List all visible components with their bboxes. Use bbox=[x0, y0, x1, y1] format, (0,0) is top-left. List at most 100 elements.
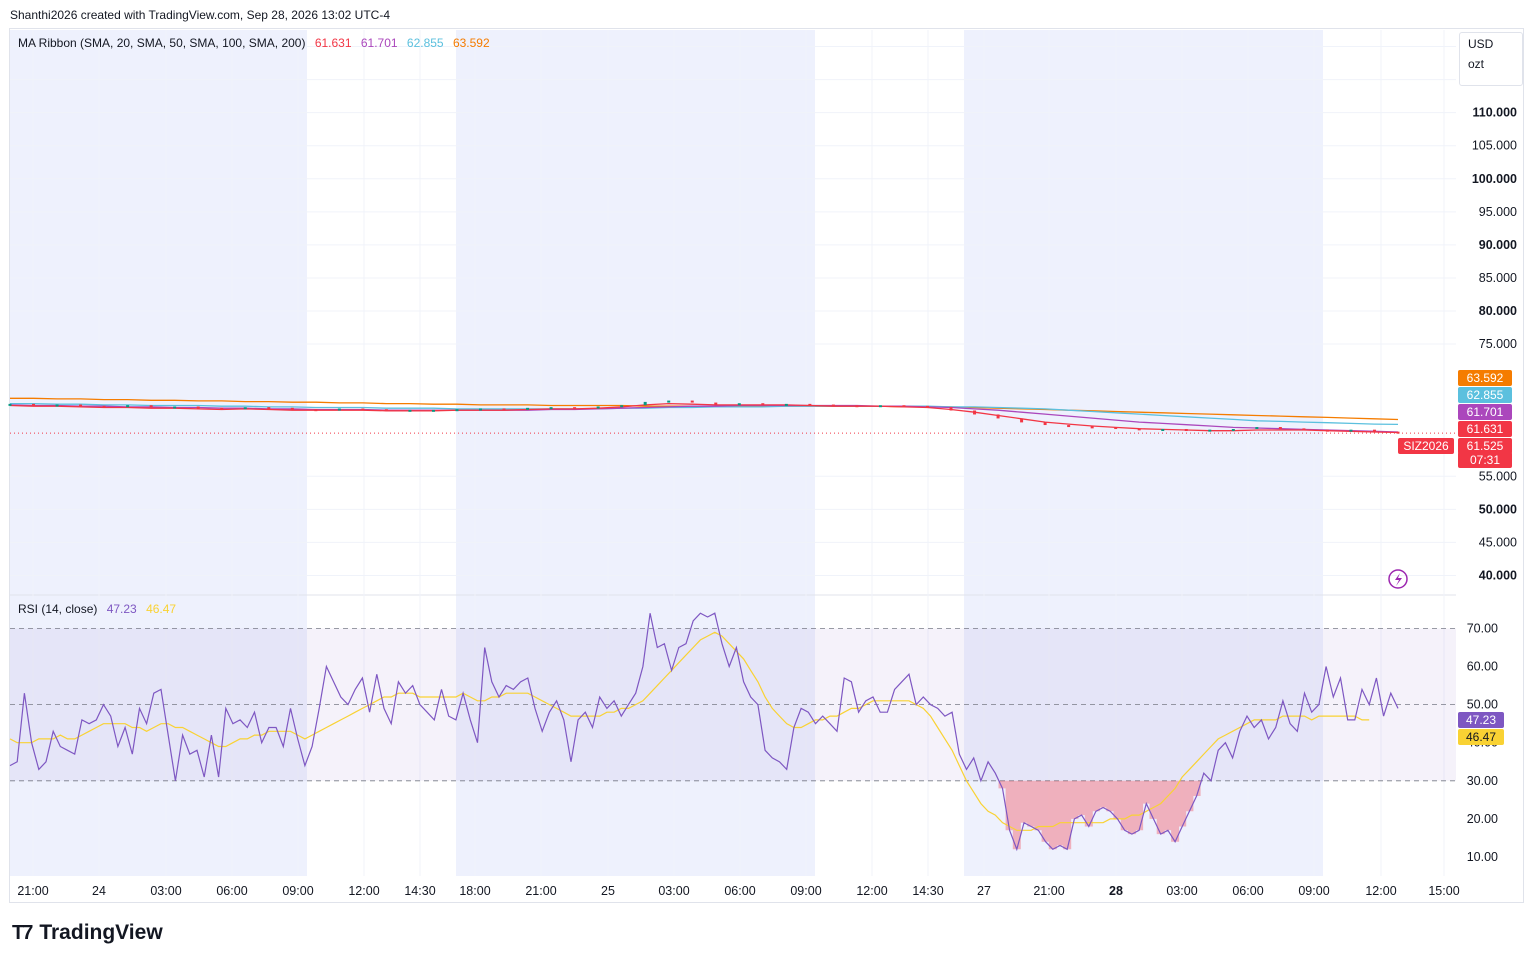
axes: 120.000115.000110.000105.000100.00095.00… bbox=[17, 40, 1517, 898]
last-price-badge-text: 61.525 bbox=[1467, 439, 1504, 453]
price-tick-label: 105.000 bbox=[1472, 139, 1517, 153]
price-tick-label: 80.000 bbox=[1479, 304, 1517, 318]
time-tick-label: 06:00 bbox=[1232, 884, 1263, 898]
rsi-tick-label: 60.00 bbox=[1467, 660, 1498, 674]
price-candle bbox=[196, 406, 200, 409]
price-badge-1-text: 62.855 bbox=[1467, 388, 1504, 402]
price-candle bbox=[1020, 418, 1024, 423]
time-tick-label: 09:00 bbox=[282, 884, 313, 898]
symbol-badge-bg bbox=[1398, 438, 1454, 454]
price-candle bbox=[455, 409, 459, 412]
price-candle bbox=[643, 401, 647, 406]
price-candle bbox=[267, 407, 271, 410]
ma-ribbon-legend[interactable]: MA Ribbon (SMA, 20, SMA, 50, SMA, 100, S… bbox=[18, 36, 496, 50]
price-candle bbox=[384, 409, 388, 412]
grid-lines bbox=[10, 30, 1456, 876]
currency-label: USD bbox=[1468, 37, 1494, 51]
price-candle bbox=[1137, 428, 1141, 431]
alert-icon-circle bbox=[1388, 569, 1408, 589]
price-candle bbox=[290, 407, 294, 410]
time-tick-label: 28 bbox=[1109, 884, 1123, 898]
price-badge-1-bg bbox=[1458, 387, 1512, 403]
tradingview-logo[interactable]: T7 TradingView bbox=[12, 921, 163, 945]
time-tick-label: 14:30 bbox=[404, 884, 435, 898]
price-candle bbox=[173, 406, 177, 409]
session-band bbox=[964, 30, 1323, 876]
price-badge-0-bg bbox=[1458, 370, 1512, 386]
time-tick-label: 09:00 bbox=[790, 884, 821, 898]
session-shading bbox=[10, 30, 1456, 876]
price-candle bbox=[1067, 425, 1071, 428]
time-tick-label: 15:00 bbox=[1428, 884, 1459, 898]
price-candle bbox=[831, 404, 835, 407]
price-badge-3: 61.631 bbox=[1458, 421, 1512, 437]
symbol-badge-text: SIZ2026 bbox=[1403, 439, 1449, 453]
price-candle bbox=[361, 408, 365, 411]
chart-header: Shanthi2026 created with TradingView.com… bbox=[10, 8, 391, 22]
price-candle bbox=[996, 414, 1000, 419]
price-candle bbox=[1114, 427, 1118, 430]
ma-line-sma20 bbox=[9, 402, 1399, 434]
price-tick-label: 100.000 bbox=[1472, 172, 1517, 186]
price-candle bbox=[549, 407, 553, 410]
rsi-badge-text: 47.23 bbox=[1466, 713, 1496, 727]
price-candle bbox=[1372, 429, 1376, 432]
rsi-tick-label: 10.00 bbox=[1467, 850, 1498, 864]
time-tick-label: 14:30 bbox=[912, 884, 943, 898]
last-price-badge: 61.525 bbox=[1458, 438, 1512, 454]
currency-unit-selector[interactable]: USD ozt bbox=[1459, 32, 1523, 86]
time-tick-label: 03:00 bbox=[658, 884, 689, 898]
price-candle bbox=[79, 404, 83, 407]
price-candle bbox=[1255, 427, 1259, 430]
price-candle bbox=[408, 409, 412, 412]
rsi-ma-badge: 46.47 bbox=[1458, 729, 1504, 745]
price-candle bbox=[573, 407, 577, 410]
price-tick-label: 55.000 bbox=[1479, 469, 1517, 483]
price-candle bbox=[878, 405, 882, 408]
price-candle bbox=[784, 403, 788, 406]
price-candle bbox=[690, 400, 694, 403]
rsi-legend[interactable]: RSI (14, close) 47.23 46.47 bbox=[18, 602, 182, 616]
price-candle bbox=[1231, 429, 1235, 432]
time-tick-label: 24 bbox=[92, 884, 106, 898]
rsi-line bbox=[9, 612, 1399, 852]
tradingview-logo-icon: T7 bbox=[12, 921, 33, 944]
ma-ribbon-label: MA Ribbon (SMA, 20, SMA, 50, SMA, 100, S… bbox=[18, 36, 306, 50]
price-candle bbox=[1302, 428, 1306, 431]
countdown-badge-text: 07:31 bbox=[1470, 453, 1500, 467]
price-candle bbox=[902, 405, 906, 408]
price-candle bbox=[1043, 422, 1047, 426]
time-tick-label: 06:00 bbox=[724, 884, 755, 898]
alert-icon bbox=[1388, 569, 1408, 589]
price-candle bbox=[620, 405, 624, 408]
price-candle bbox=[431, 409, 435, 412]
time-tick-label: 25 bbox=[601, 884, 615, 898]
time-tick-label: 12:00 bbox=[1365, 884, 1396, 898]
rsi-value: 47.23 bbox=[106, 602, 137, 616]
symbol-badge: SIZ2026 bbox=[1398, 438, 1454, 454]
price-tick-label: 45.000 bbox=[1479, 535, 1517, 549]
price-badge-3-bg bbox=[1458, 421, 1512, 437]
price-badge-2-text: 61.701 bbox=[1467, 405, 1504, 419]
price-tick-label: 95.000 bbox=[1479, 205, 1517, 219]
price-candle bbox=[949, 407, 953, 411]
time-tick-label: 12:00 bbox=[856, 884, 887, 898]
price-tick-label: 110.000 bbox=[1473, 106, 1518, 120]
price-candle bbox=[126, 405, 130, 408]
price-candle bbox=[479, 408, 483, 411]
time-tick-label: 27 bbox=[977, 884, 991, 898]
time-tick-label: 09:00 bbox=[1298, 884, 1329, 898]
rsi-tick-label: 20.00 bbox=[1467, 812, 1498, 826]
session-band bbox=[456, 30, 815, 876]
price-candle bbox=[1208, 429, 1212, 432]
price-candle bbox=[337, 408, 341, 411]
rsi-ma-badge-text: 46.47 bbox=[1466, 730, 1496, 744]
price-candle bbox=[761, 403, 765, 406]
ma-line-sma100 bbox=[10, 402, 1399, 426]
price-candle bbox=[502, 408, 506, 411]
sma50-value: 61.701 bbox=[360, 36, 398, 50]
price-candle bbox=[55, 404, 59, 407]
last-price-badge-bg bbox=[1458, 438, 1512, 454]
